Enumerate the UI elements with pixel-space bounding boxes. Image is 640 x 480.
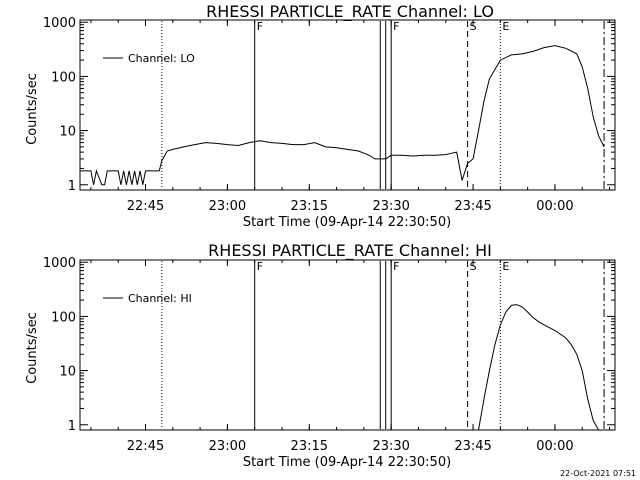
footer-timestamp: 22-Oct-2021 07:51 xyxy=(560,469,636,478)
y-tick-label: 1 xyxy=(68,419,76,434)
x-tick-label: 23:30 xyxy=(372,439,409,454)
marker-label: F xyxy=(257,260,263,273)
y-axis-label-hi: Counts/sec xyxy=(25,312,40,384)
x-tick-label: 23:00 xyxy=(209,439,246,454)
x-tick-label: 23:15 xyxy=(291,439,328,454)
x-axis-label-hi: Start Time (09-Apr-14 22:30:50) xyxy=(243,455,451,470)
legend-hi: Channel: HI xyxy=(103,292,192,305)
y-tick-label: 1000 xyxy=(43,16,76,31)
x-tick-label: 00:00 xyxy=(536,439,573,454)
marker-label: F xyxy=(393,20,399,33)
y-axis-label-lo: Counts/sec xyxy=(25,73,40,145)
chart-title-hi: RHESSI PARTICLE_RATE Channel: HI xyxy=(208,241,492,261)
marker-label: F xyxy=(393,260,399,273)
legend-label-hi: Channel: HI xyxy=(128,292,192,305)
marker-label: E xyxy=(502,260,509,273)
x-tick-label: 23:30 xyxy=(372,199,409,214)
legend-lo: Channel: LO xyxy=(103,52,195,65)
marker-label: E xyxy=(502,20,509,33)
y-tick-label: 10 xyxy=(59,125,76,140)
x-axis-label-lo: Start Time (09-Apr-14 22:30:50) xyxy=(243,215,451,230)
marker-label: S xyxy=(470,20,477,33)
y-tick-label: 1000 xyxy=(43,256,76,271)
plot-frame-lo xyxy=(79,19,616,191)
marker-label: S xyxy=(470,260,477,273)
series-line-hi xyxy=(478,304,600,431)
y-tick-label: 1 xyxy=(68,179,76,194)
y-tick-label: 10 xyxy=(59,365,76,380)
legend-label-lo: Channel: LO xyxy=(128,52,195,65)
x-tick-label: 23:45 xyxy=(454,439,491,454)
marker-label: F xyxy=(257,20,263,33)
x-tick-label: 23:00 xyxy=(209,199,246,214)
plot-frame-hi xyxy=(79,259,616,431)
series-line-lo xyxy=(80,45,605,186)
y-tick-label: 100 xyxy=(51,70,76,85)
x-tick-label: 22:45 xyxy=(127,439,164,454)
chart-title-lo: RHESSI PARTICLE_RATE Channel: LO xyxy=(206,2,494,22)
x-tick-label: 23:15 xyxy=(291,199,328,214)
x-tick-label: 23:45 xyxy=(454,199,491,214)
y-tick-label: 100 xyxy=(51,310,76,325)
x-tick-label: 22:45 xyxy=(127,199,164,214)
x-tick-label: 00:00 xyxy=(536,199,573,214)
